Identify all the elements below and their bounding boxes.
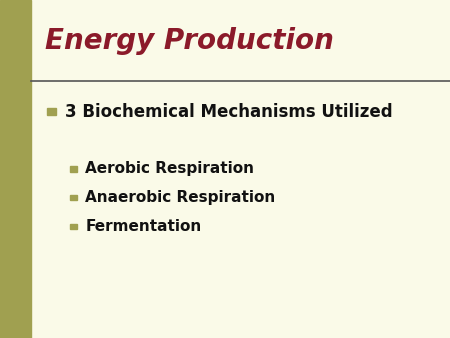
Bar <box>70 224 76 229</box>
Bar <box>0 0 31 338</box>
Text: Energy Production: Energy Production <box>45 27 334 54</box>
Text: Anaerobic Respiration: Anaerobic Respiration <box>86 190 276 205</box>
Text: Fermentation: Fermentation <box>86 219 202 234</box>
Bar <box>47 108 56 115</box>
Bar <box>70 167 76 172</box>
Text: 3 Biochemical Mechanisms Utilized: 3 Biochemical Mechanisms Utilized <box>65 102 393 121</box>
Text: Aerobic Respiration: Aerobic Respiration <box>86 162 255 176</box>
Bar <box>70 195 76 200</box>
